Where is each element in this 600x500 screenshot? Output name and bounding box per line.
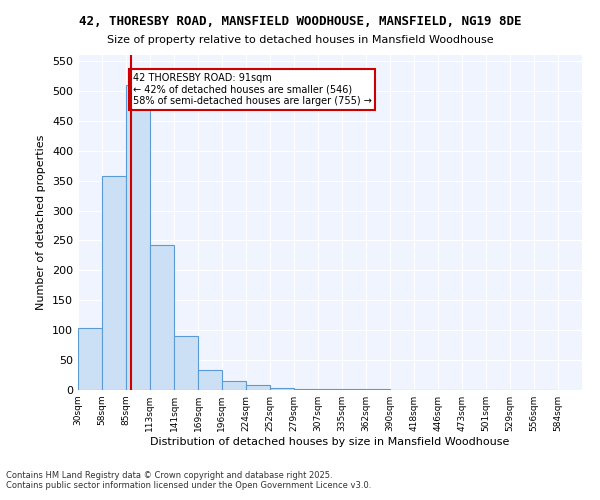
Bar [78, 328, 102, 390]
Text: 42, THORESBY ROAD, MANSFIELD WOODHOUSE, MANSFIELD, NG19 8DE: 42, THORESBY ROAD, MANSFIELD WOODHOUSE, … [79, 15, 521, 28]
Text: 42 THORESBY ROAD: 91sqm
← 42% of detached houses are smaller (546)
58% of semi-d: 42 THORESBY ROAD: 91sqm ← 42% of detache… [133, 73, 371, 106]
Text: Size of property relative to detached houses in Mansfield Woodhouse: Size of property relative to detached ho… [107, 35, 493, 45]
Bar [150, 244, 174, 390]
Y-axis label: Number of detached properties: Number of detached properties [37, 135, 46, 310]
Bar [222, 381, 246, 390]
Text: Contains HM Land Registry data © Crown copyright and database right 2025.
Contai: Contains HM Land Registry data © Crown c… [6, 470, 371, 490]
Bar [270, 388, 293, 390]
Bar [199, 370, 222, 390]
Bar [174, 336, 199, 390]
Bar [293, 389, 318, 390]
Bar [246, 385, 270, 390]
X-axis label: Distribution of detached houses by size in Mansfield Woodhouse: Distribution of detached houses by size … [151, 437, 509, 447]
Bar [102, 176, 125, 390]
Bar [125, 85, 150, 390]
